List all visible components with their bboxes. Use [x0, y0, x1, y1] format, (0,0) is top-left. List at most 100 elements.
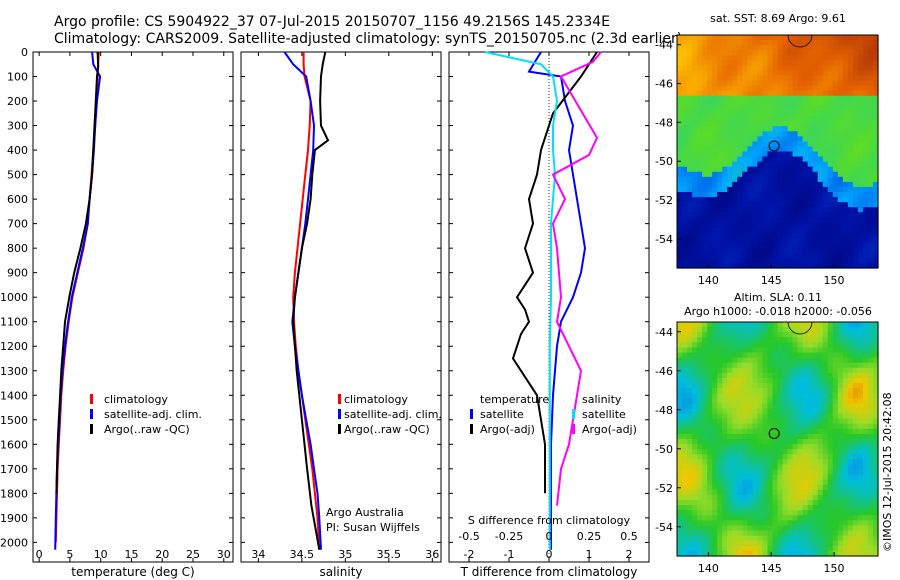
map-cell	[852, 262, 859, 269]
map-cell	[817, 95, 824, 102]
map-cell	[817, 357, 824, 364]
map-cell	[787, 60, 794, 66]
map-cell	[692, 50, 698, 56]
map-cell	[847, 60, 854, 66]
map-cell	[797, 186, 804, 193]
map-cell	[847, 126, 854, 132]
map-cell	[747, 372, 753, 379]
map-cell	[837, 454, 844, 460]
map-cell	[722, 40, 728, 46]
map-cell	[852, 474, 859, 481]
map-cell	[697, 55, 703, 61]
map-cell	[812, 500, 819, 506]
map-cell	[752, 55, 759, 61]
map-cell	[687, 252, 693, 259]
map-cell	[867, 75, 874, 82]
map-cell	[767, 227, 774, 234]
map-cell	[682, 494, 688, 501]
map-cell	[842, 192, 849, 198]
map-cell	[837, 403, 844, 410]
map-cell	[712, 408, 718, 415]
map-cell	[857, 40, 864, 46]
map-cell	[782, 202, 789, 208]
map-cell	[737, 484, 743, 491]
map-cell	[772, 146, 779, 153]
map-cell	[732, 535, 738, 542]
map-cell	[742, 413, 748, 420]
map-cell	[732, 156, 738, 163]
map-cell	[717, 337, 723, 343]
map-cell	[712, 550, 718, 557]
map-cell	[812, 433, 819, 440]
map-cell	[677, 332, 683, 338]
map-cell	[697, 186, 703, 193]
map-cell	[782, 540, 789, 547]
map-cell	[757, 171, 764, 178]
map-cell	[852, 202, 859, 208]
map-cell	[757, 55, 764, 61]
map-cell	[797, 428, 804, 435]
map-cell	[787, 50, 794, 56]
map-cell	[837, 332, 844, 338]
map-cell	[767, 525, 774, 532]
map-cell	[697, 75, 703, 82]
map-cell	[762, 535, 769, 542]
map-cell	[767, 545, 774, 552]
map-cell	[737, 212, 743, 218]
map-cell	[842, 121, 849, 127]
map-cell	[832, 540, 839, 547]
map-cell	[687, 433, 693, 440]
map-cell	[717, 540, 723, 547]
map-cell	[692, 484, 698, 491]
map-cell	[762, 433, 769, 440]
map-cell	[817, 262, 824, 269]
map-cell	[697, 327, 703, 333]
map-cell	[692, 156, 698, 163]
map-cell	[817, 222, 824, 229]
map-cell	[787, 65, 794, 72]
map-cell	[762, 545, 769, 552]
map-cell	[747, 202, 753, 208]
map-cell	[752, 197, 759, 203]
map-cell	[727, 45, 733, 51]
map-cell	[772, 95, 779, 102]
map-cell	[682, 362, 688, 369]
map-cell	[752, 469, 759, 476]
map-cell	[742, 176, 748, 183]
map-cell	[692, 408, 698, 415]
map-cell	[702, 242, 708, 249]
map-cell	[827, 525, 834, 532]
map-cell	[777, 252, 784, 259]
map-cell	[837, 500, 844, 506]
map-cell	[797, 171, 804, 178]
map-cell	[697, 423, 703, 430]
map-cell	[872, 202, 879, 208]
map-cell	[787, 100, 794, 107]
map-cell	[677, 428, 683, 435]
map-cell	[847, 520, 854, 527]
map-cell	[722, 454, 728, 460]
map-cell	[862, 362, 869, 369]
legend-salinity-satellite: satellite	[582, 408, 626, 421]
map-cell	[687, 45, 693, 51]
map-cell	[702, 50, 708, 56]
map-cell	[762, 95, 769, 102]
map-cell	[867, 398, 874, 404]
map-cell	[837, 45, 844, 51]
map-cell	[777, 222, 784, 229]
map-cell	[782, 60, 789, 66]
map-cell	[737, 121, 743, 127]
map-cell	[842, 489, 849, 496]
map-cell	[832, 418, 839, 425]
map-cell	[842, 383, 849, 389]
map-cell	[772, 166, 779, 173]
map-cell	[707, 433, 713, 440]
map-cell	[757, 545, 764, 552]
map-cell	[727, 75, 733, 82]
map-cell	[712, 322, 718, 328]
map-cell	[707, 151, 713, 158]
map-cell	[717, 105, 723, 112]
map-cell	[687, 247, 693, 254]
map-cell	[752, 535, 759, 542]
map-cell	[802, 227, 809, 234]
